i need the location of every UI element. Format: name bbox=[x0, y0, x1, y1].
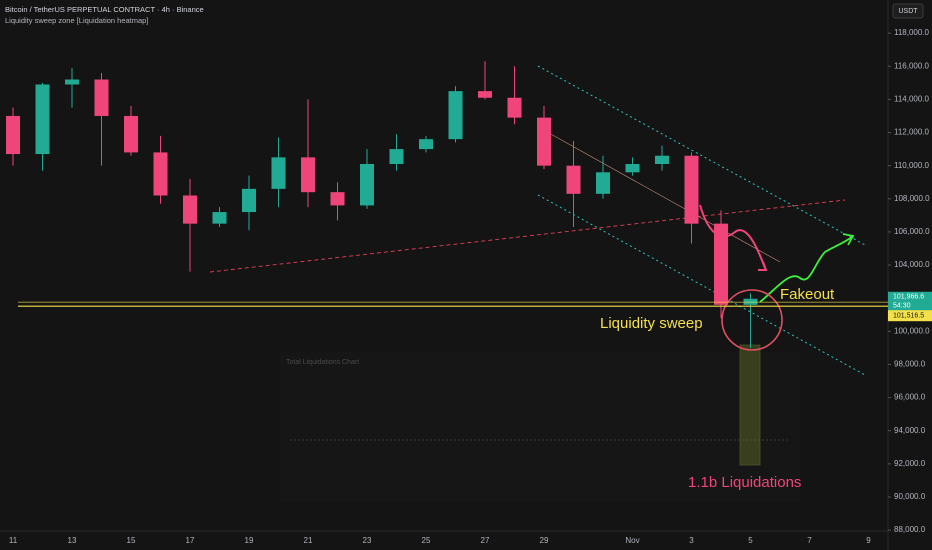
x-tick-label: 7 bbox=[807, 536, 812, 545]
y-tick-label: 118,000.0 bbox=[894, 28, 930, 37]
y-tick-label: 116,000.0 bbox=[894, 61, 930, 70]
candle-body bbox=[507, 97, 522, 118]
channel-mid bbox=[539, 127, 781, 263]
x-tick-label: 19 bbox=[245, 536, 254, 545]
inset: Total Liquidations Chart bbox=[280, 352, 800, 502]
candle-body bbox=[625, 164, 640, 173]
x-tick-label: 25 bbox=[422, 536, 431, 545]
inset-title: Total Liquidations Chart bbox=[286, 359, 359, 366]
y-tick-label: 112,000.0 bbox=[894, 128, 930, 137]
x-tick-label: 11 bbox=[9, 536, 18, 545]
candle-body bbox=[124, 115, 138, 153]
y-tick-label: 110,000.0 bbox=[894, 161, 930, 170]
level-tag bbox=[888, 310, 932, 322]
candle-body bbox=[566, 165, 581, 194]
y-tick-label: 96,000.0 bbox=[894, 393, 926, 402]
trend-line bbox=[209, 199, 846, 273]
y-tick-label: 104,000.0 bbox=[894, 260, 930, 269]
candle-body bbox=[242, 188, 256, 213]
x-tick-label: 29 bbox=[540, 536, 549, 545]
arrowhead bbox=[758, 261, 768, 271]
candle-body bbox=[537, 117, 551, 166]
annotation: Liquidity sweep bbox=[600, 315, 703, 332]
x-tick-label: 23 bbox=[363, 536, 372, 545]
channel-bottom bbox=[537, 194, 866, 376]
inset-bg bbox=[280, 352, 800, 502]
candle-body bbox=[153, 152, 168, 196]
level-tag-label: 101,516.5 bbox=[893, 313, 924, 320]
currency-box bbox=[892, 3, 924, 19]
currency: USDT bbox=[898, 8, 918, 15]
candle-body bbox=[94, 79, 109, 116]
y-tick-label: 90,000.0 bbox=[894, 492, 926, 501]
price-tag bbox=[888, 291, 932, 312]
chart-subtitle: Liquidity sweep zone [Liquidation heatma… bbox=[5, 16, 148, 25]
candle-body bbox=[714, 223, 728, 305]
candle-body bbox=[330, 192, 345, 206]
y-tick-label: 108,000.0 bbox=[894, 194, 930, 203]
candle-body bbox=[596, 172, 610, 194]
candle-body bbox=[271, 157, 286, 189]
x-tick-label: 5 bbox=[748, 536, 753, 545]
sweep-circle bbox=[721, 289, 783, 351]
highlight-box bbox=[739, 344, 761, 466]
arrowhead bbox=[842, 233, 855, 246]
candle-body bbox=[743, 298, 758, 305]
x-tick-label: 3 bbox=[689, 536, 694, 545]
candle-body bbox=[6, 115, 20, 155]
candle-body bbox=[65, 79, 79, 85]
y-tick-label: 114,000.0 bbox=[894, 95, 930, 104]
x-tick-label: 17 bbox=[186, 536, 195, 545]
arrow bbox=[699, 204, 766, 269]
x-tick-label: 9 bbox=[866, 536, 871, 545]
candle-body bbox=[35, 84, 50, 155]
y-tick-label: 92,000.0 bbox=[894, 459, 926, 468]
candle-body bbox=[212, 212, 227, 224]
y-tick-label: 88,000.0 bbox=[894, 525, 926, 534]
annotation: Fakeout bbox=[780, 286, 835, 303]
countdown: 54:30 bbox=[893, 303, 911, 310]
x-tick-label: Nov bbox=[625, 536, 639, 545]
price-tag-label: 101,966.6 bbox=[893, 294, 924, 301]
candle-body bbox=[448, 91, 463, 140]
y-tick-label: 94,000.0 bbox=[894, 426, 926, 435]
y-tick-label: 100,000.0 bbox=[894, 326, 930, 335]
candle-body bbox=[389, 149, 404, 165]
y-tick-label: 98,000.0 bbox=[894, 360, 926, 369]
candle-body bbox=[301, 157, 315, 193]
chart-title: Bitcoin / TetherUS PERPETUAL CONTRACT · … bbox=[5, 5, 204, 14]
arrow bbox=[759, 236, 853, 303]
candle-body bbox=[655, 155, 669, 165]
candle-body bbox=[419, 139, 433, 150]
candle-body bbox=[183, 195, 197, 224]
channel-top bbox=[537, 65, 866, 246]
x-tick-label: 27 bbox=[481, 536, 490, 545]
x-tick-label: 21 bbox=[304, 536, 313, 545]
candle-body bbox=[360, 164, 374, 206]
candle-body bbox=[684, 155, 699, 224]
y-tick-label: 106,000.0 bbox=[894, 227, 930, 236]
candle-body bbox=[478, 91, 492, 98]
x-tick-label: 15 bbox=[127, 536, 136, 545]
annotation: 1.1b Liquidations bbox=[688, 474, 801, 491]
x-tick-label: 13 bbox=[68, 536, 77, 545]
